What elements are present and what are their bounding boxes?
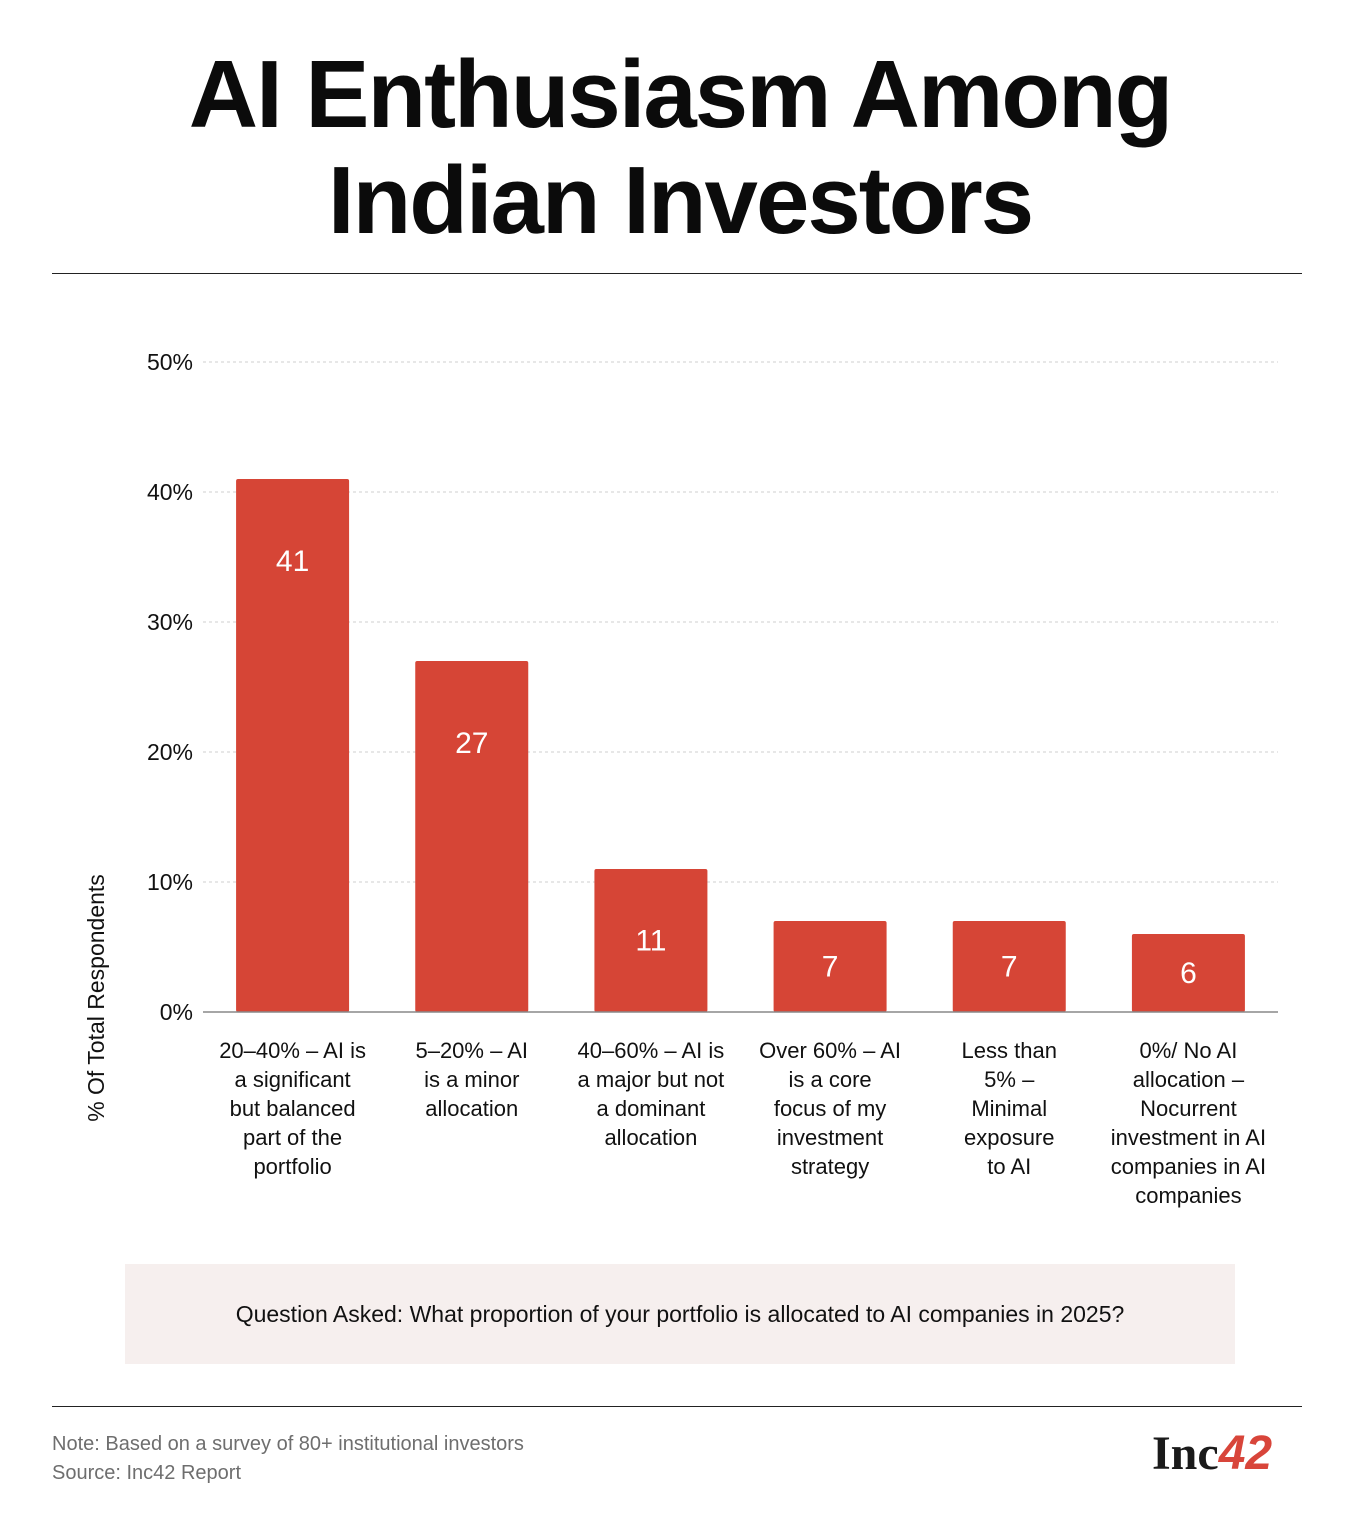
data-label: 6 xyxy=(1180,957,1197,990)
x-tick-label-line: allocation xyxy=(425,1096,518,1121)
title-line-1: AI Enthusiasm Among xyxy=(188,41,1174,148)
x-tick-label-line: investment xyxy=(777,1125,883,1150)
bottom-divider xyxy=(52,1406,1302,1407)
source-text: Source: Inc42 Report xyxy=(52,1462,241,1484)
question-box: Question Asked: What proportion of your … xyxy=(125,1264,1235,1364)
x-tick-label-line: exposure xyxy=(964,1125,1055,1150)
x-tick-label-line: is a core xyxy=(789,1067,872,1092)
x-tick-label: 40–60% – AI is a major but not a dominant a… xyxy=(578,1038,725,1150)
data-label: 7 xyxy=(822,951,839,984)
x-tick-label-line: is a minor xyxy=(424,1067,519,1092)
x-tick-label-line: 40–60% – AI is xyxy=(578,1038,725,1063)
bar xyxy=(236,479,350,1012)
logo-text: Inc xyxy=(1152,1427,1219,1480)
page-title: AI Enthusiasm Among Indian Investors xyxy=(0,42,1360,254)
inc42-logo: Inc42 xyxy=(1152,1430,1272,1478)
x-tick-label: 5–20% – AI is a minor allocation xyxy=(415,1038,528,1121)
x-tick-label-line: Less than xyxy=(962,1038,1057,1063)
x-tick-label: Over 60% – AI is a core focus of my investm… xyxy=(759,1038,901,1179)
bar-chart: 0% 10% 20% 30% 40% 50% % Of Total Respondents 4… xyxy=(83,349,1278,1208)
x-tick-label-line: but balanced xyxy=(230,1096,356,1121)
y-tick-label: 40% xyxy=(147,479,193,505)
x-tick-label-line: strategy xyxy=(791,1154,869,1179)
bar xyxy=(952,921,1066,1012)
y-tick-label: 50% xyxy=(147,349,193,375)
y-tick-label: 20% xyxy=(147,739,193,765)
bar xyxy=(415,661,529,1012)
data-label: 27 xyxy=(455,727,488,760)
question-text: Question Asked: What proportion of your … xyxy=(235,1300,1125,1327)
title-line-2: Indian Investors xyxy=(327,147,1034,254)
x-tick-label-line: part of the xyxy=(243,1125,342,1150)
y-axis-title: % Of Total Respondents xyxy=(83,874,109,1122)
x-tick-label-line: companies in AI xyxy=(1111,1154,1266,1179)
x-tick-label-line: Over 60% – AI xyxy=(759,1038,901,1063)
x-tick-label-line: to AI xyxy=(987,1154,1031,1179)
x-tick-label-line: allocation xyxy=(604,1125,697,1150)
x-tick-label-line: Minimal xyxy=(971,1096,1047,1121)
logo-number: 42 xyxy=(1218,1427,1273,1480)
y-tick-label: 30% xyxy=(147,609,193,635)
x-tick-label-line: a significant xyxy=(234,1067,350,1092)
footnote: Note: Based on a survey of 80+ instituti… xyxy=(52,1430,524,1488)
x-tick-label-line: 5% – xyxy=(984,1067,1035,1092)
data-label: 7 xyxy=(1001,951,1018,984)
note-text: Note: Based on a survey of 80+ instituti… xyxy=(52,1433,524,1455)
x-tick-label-line: Nocurrent xyxy=(1140,1096,1237,1121)
x-tick-label-line: focus of my xyxy=(774,1096,886,1121)
bar xyxy=(1131,934,1245,1012)
x-tick-label-line: investment in AI xyxy=(1111,1125,1266,1150)
x-tick-label: 0%/ No AI allocation – Nocurrent investment… xyxy=(1111,1038,1266,1208)
y-tick-label: 0% xyxy=(160,999,193,1025)
data-label: 41 xyxy=(276,545,309,578)
x-tick-label: Less than 5% – Minimal exposure to AI xyxy=(962,1038,1057,1179)
x-tick-label-line: companies xyxy=(1135,1183,1241,1208)
x-tick-label-line: 20–40% – AI is xyxy=(219,1038,366,1063)
data-label: 11 xyxy=(635,925,666,958)
bar xyxy=(773,921,887,1012)
x-tick-label-line: 5–20% – AI xyxy=(415,1038,528,1063)
x-tick-label: 20–40% – AI is a significant but balanced p… xyxy=(219,1038,366,1179)
x-tick-label-line: allocation – xyxy=(1133,1067,1245,1092)
bar xyxy=(594,869,708,1012)
y-tick-label: 10% xyxy=(147,869,193,895)
x-tick-label-line: a major but not xyxy=(578,1067,725,1092)
x-tick-label-line: portfolio xyxy=(253,1154,331,1179)
x-tick-label-line: a dominant xyxy=(596,1096,705,1121)
top-divider xyxy=(52,273,1302,274)
x-tick-label-line: 0%/ No AI xyxy=(1139,1038,1237,1063)
